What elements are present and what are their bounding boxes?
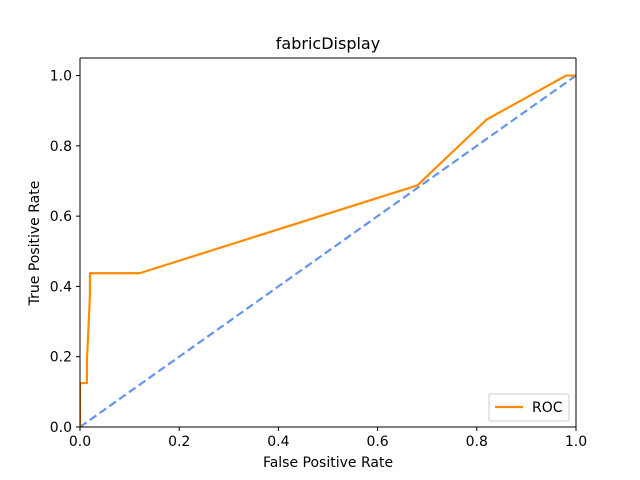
x-tick-label: 1.0 (565, 434, 587, 450)
y-axis-label: True Positive Rate (27, 181, 43, 307)
legend-box (488, 393, 570, 422)
y-tick-label: 0.2 (50, 350, 72, 366)
series-line-diagonal (80, 74, 576, 427)
legend-label-roc: ROC (532, 400, 563, 416)
y-tick-label: 0.8 (50, 139, 72, 155)
y-tick-label: 0.4 (50, 279, 72, 295)
x-tick-label: 0.2 (168, 434, 190, 450)
y-tick-label: 0.6 (50, 209, 72, 225)
chart-title: fabricDisplay (276, 34, 380, 53)
x-tick-label: 0.0 (69, 434, 91, 450)
plot-area: 0.0 0.2 0.4 0.6 0.8 1.0 0.0 0.2 0.4 0.6 0.8 1.0 (50, 57, 587, 450)
x-tick-label: 0.4 (267, 434, 289, 450)
y-tick-label: 1.0 (50, 69, 72, 85)
series-line-roc (80, 74, 576, 427)
x-axis-label: False Positive Rate (263, 455, 393, 471)
x-tick-label: 0.8 (466, 434, 488, 450)
y-tick-label: 0.0 (50, 420, 72, 436)
legend: ROC (488, 393, 570, 422)
x-tick-label: 0.6 (366, 434, 388, 450)
